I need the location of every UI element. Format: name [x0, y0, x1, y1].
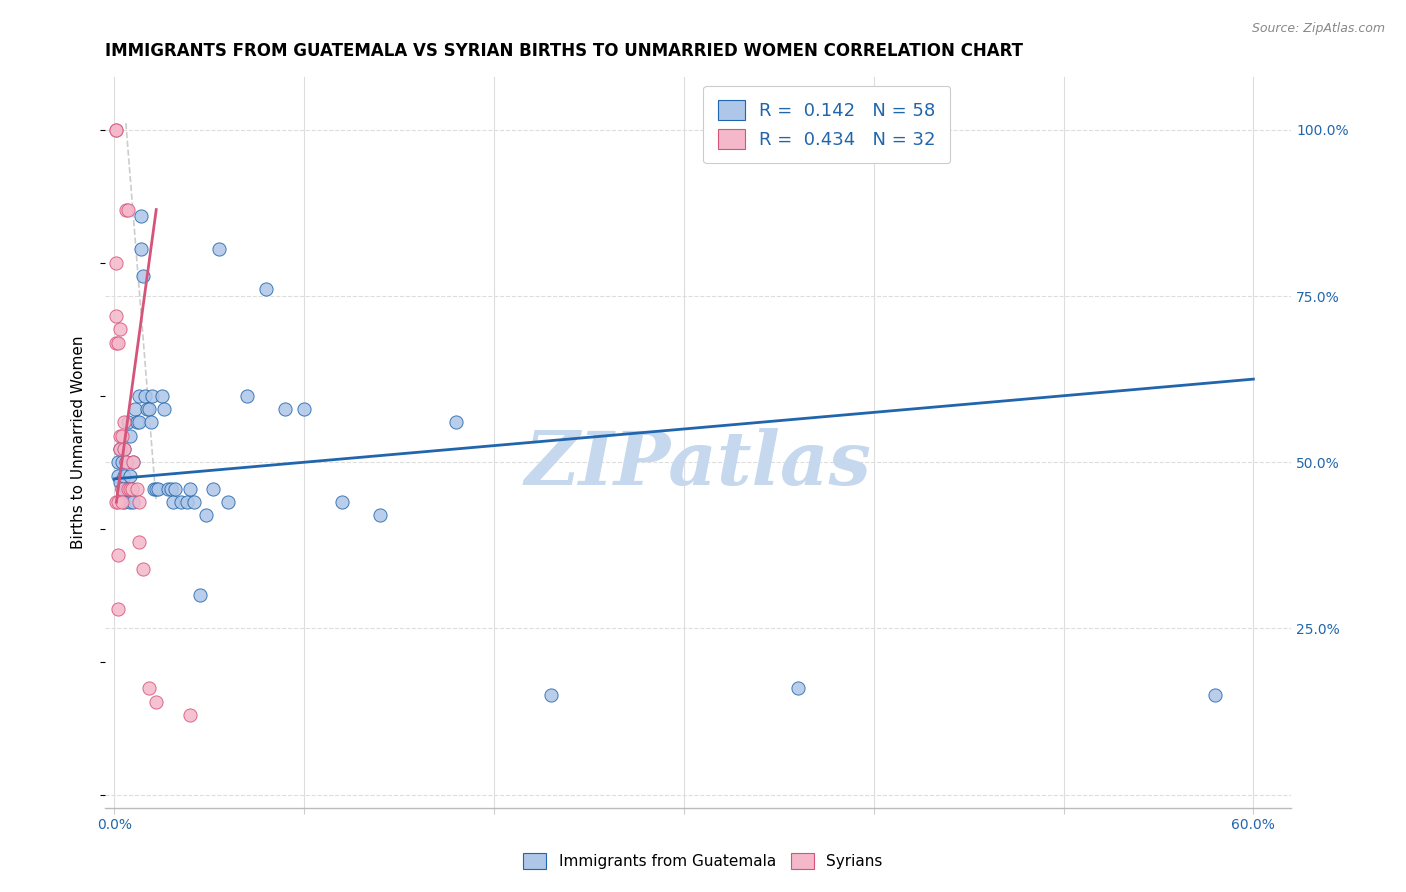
Point: [202, 482, 225, 496]
Point: [117, 482, 139, 496]
Point: [124, 402, 146, 417]
Point: [176, 495, 198, 509]
Point: [118, 482, 141, 496]
Text: Source: ZipAtlas.com: Source: ZipAtlas.com: [1251, 22, 1385, 36]
Point: [118, 495, 141, 509]
Point: [105, 256, 128, 270]
Point: [112, 442, 135, 456]
Point: [138, 681, 160, 696]
Point: [118, 468, 141, 483]
Point: [160, 482, 183, 496]
Point: [188, 588, 211, 602]
Point: [143, 482, 166, 496]
Point: [292, 402, 315, 417]
Point: [217, 495, 239, 509]
Point: [128, 389, 150, 403]
Point: [108, 442, 131, 456]
Point: [111, 482, 134, 496]
Point: [150, 389, 173, 403]
Point: [121, 482, 143, 496]
Point: [108, 475, 131, 490]
Point: [127, 482, 149, 496]
Point: [121, 482, 143, 496]
Point: [118, 428, 141, 442]
Point: [127, 415, 149, 429]
Point: [128, 415, 150, 429]
Point: [170, 495, 193, 509]
Point: [236, 389, 259, 403]
Point: [183, 495, 205, 509]
Point: [145, 695, 167, 709]
Point: [141, 389, 163, 403]
Point: [108, 322, 131, 336]
Point: [540, 688, 562, 702]
Point: [145, 482, 167, 496]
Point: [274, 402, 297, 417]
Point: [1204, 688, 1226, 702]
Point: [254, 282, 277, 296]
Point: [105, 122, 128, 136]
Point: [128, 535, 150, 549]
Point: [122, 455, 145, 469]
Point: [208, 243, 231, 257]
Point: [330, 495, 353, 509]
Point: [156, 482, 179, 496]
Point: [115, 482, 138, 496]
Point: [139, 415, 162, 429]
Point: [786, 681, 808, 696]
Point: [162, 495, 184, 509]
Point: [165, 482, 187, 496]
Point: [105, 309, 128, 323]
Point: [117, 202, 139, 217]
Point: [132, 268, 155, 283]
Point: [179, 707, 201, 722]
Point: [122, 455, 145, 469]
Point: [111, 455, 134, 469]
Point: [107, 455, 129, 469]
Point: [153, 402, 176, 417]
Point: [368, 508, 391, 523]
Point: [129, 209, 152, 223]
Y-axis label: Births to Unmarried Women: Births to Unmarried Women: [72, 335, 86, 549]
Point: [179, 482, 201, 496]
Point: [108, 442, 131, 456]
Point: [107, 495, 129, 509]
Point: [194, 508, 217, 523]
Point: [132, 561, 155, 575]
Point: [115, 455, 138, 469]
Point: [107, 468, 129, 483]
Point: [111, 495, 134, 509]
Point: [111, 428, 134, 442]
Point: [112, 415, 135, 429]
Point: [146, 482, 169, 496]
Text: ZIPatlas: ZIPatlas: [524, 428, 872, 500]
Point: [134, 389, 156, 403]
Text: IMMIGRANTS FROM GUATEMALA VS SYRIAN BIRTHS TO UNMARRIED WOMEN CORRELATION CHART: IMMIGRANTS FROM GUATEMALA VS SYRIAN BIRT…: [105, 42, 1024, 60]
Point: [112, 468, 135, 483]
Point: [135, 402, 157, 417]
Point: [115, 202, 138, 217]
Point: [129, 243, 152, 257]
Legend: R =  0.142   N = 58, R =  0.434   N = 32: R = 0.142 N = 58, R = 0.434 N = 32: [703, 86, 950, 163]
Point: [105, 335, 128, 350]
Legend: Immigrants from Guatemala, Syrians: Immigrants from Guatemala, Syrians: [517, 847, 889, 875]
Point: [107, 549, 129, 563]
Point: [138, 402, 160, 417]
Point: [128, 495, 150, 509]
Point: [112, 495, 135, 509]
Point: [115, 455, 138, 469]
Point: [117, 415, 139, 429]
Point: [107, 601, 129, 615]
Point: [105, 495, 128, 509]
Point: [107, 335, 129, 350]
Point: [122, 495, 145, 509]
Point: [105, 122, 128, 136]
Point: [444, 415, 467, 429]
Point: [112, 442, 135, 456]
Point: [108, 428, 131, 442]
Point: [111, 482, 134, 496]
